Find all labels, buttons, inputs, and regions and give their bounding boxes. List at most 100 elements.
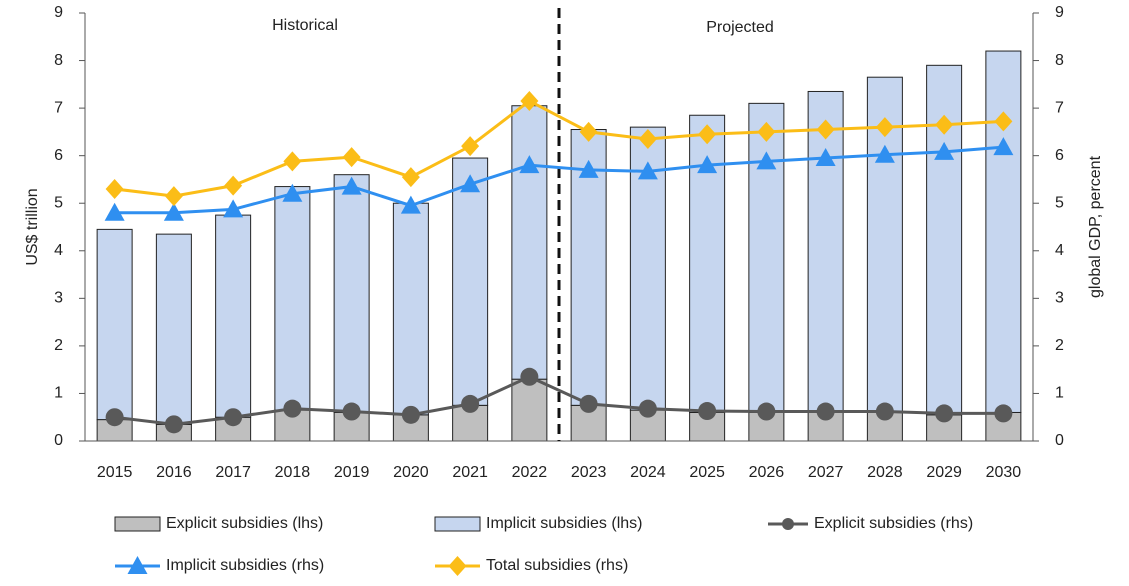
marker [994, 404, 1013, 423]
marker [224, 175, 243, 196]
legend-marker [127, 556, 148, 574]
marker [935, 404, 954, 423]
marker [341, 176, 362, 195]
x-tick-label: 2026 [749, 464, 785, 481]
marker [520, 90, 539, 111]
bar [155, 233, 192, 425]
marker [223, 199, 244, 218]
y2-tick-label: 7 [1055, 99, 1064, 116]
marker [401, 167, 420, 188]
marker [874, 144, 895, 163]
marker [283, 399, 302, 418]
y-tick-label: 2 [54, 337, 63, 354]
y2-tick-label: 8 [1055, 52, 1064, 69]
legend-marker [448, 556, 467, 576]
marker [579, 394, 598, 413]
marker [935, 114, 954, 135]
marker [816, 119, 835, 140]
x-tick-label: 2020 [393, 464, 429, 481]
marker [638, 129, 657, 150]
bar [392, 202, 429, 416]
marker [342, 147, 361, 168]
y-tick-label: 9 [54, 4, 63, 21]
legend-marker [782, 518, 794, 530]
x-tick-label: 2017 [215, 464, 251, 481]
x-tick-label: 2022 [512, 464, 548, 481]
bar [807, 90, 844, 413]
y2-tick-label: 9 [1055, 4, 1064, 21]
bar [985, 50, 1022, 413]
line [114, 99, 1004, 198]
marker [105, 408, 124, 427]
marker [698, 124, 717, 145]
y2-tick-label: 3 [1055, 290, 1064, 307]
marker [164, 186, 183, 207]
marker [401, 405, 420, 424]
y-tick-label: 4 [54, 242, 63, 259]
annotation: Historical [272, 17, 338, 34]
legend-label: Explicit subsidies (rhs) [814, 515, 973, 532]
y2-axis-label: global GDP, percent [1087, 155, 1104, 298]
x-tick-label: 2021 [452, 464, 488, 481]
marker [519, 155, 540, 174]
bar [511, 378, 548, 442]
y-tick-label: 1 [54, 385, 63, 402]
marker [283, 151, 302, 172]
y2-tick-label: 6 [1055, 147, 1064, 164]
y2-tick-label: 2 [1055, 337, 1064, 354]
marker [578, 159, 599, 178]
y2-tick-label: 5 [1055, 194, 1064, 211]
marker [875, 117, 894, 138]
x-tick-label: 2030 [986, 464, 1022, 481]
marker [164, 415, 183, 434]
legend-label: Total subsidies (rhs) [486, 557, 628, 574]
marker [105, 178, 124, 199]
y-tick-label: 3 [54, 290, 63, 307]
x-tick-label: 2015 [97, 464, 133, 481]
bar [96, 228, 133, 421]
bar [274, 186, 311, 411]
y2-tick-label: 4 [1055, 242, 1064, 259]
marker [698, 402, 717, 421]
x-tick-label: 2027 [808, 464, 844, 481]
x-tick-label: 2024 [630, 464, 666, 481]
marker [757, 402, 776, 421]
marker [400, 195, 421, 214]
marker [520, 367, 539, 386]
bar [748, 102, 785, 413]
bar [452, 157, 489, 406]
marker [342, 402, 361, 421]
x-tick-label: 2016 [156, 464, 192, 481]
y-tick-label: 6 [54, 147, 63, 164]
marker [994, 111, 1013, 132]
marker [815, 148, 836, 167]
y-tick-label: 7 [54, 99, 63, 116]
marker [460, 174, 481, 193]
marker [875, 402, 894, 421]
marker [756, 151, 777, 170]
marker [993, 137, 1014, 156]
legend-label: Implicit subsidies (rhs) [166, 557, 324, 574]
marker [104, 202, 125, 221]
marker [757, 121, 776, 142]
marker [461, 136, 480, 157]
y2-tick-label: 0 [1055, 432, 1064, 449]
marker [163, 202, 184, 221]
bar [215, 214, 252, 418]
x-tick-label: 2025 [689, 464, 725, 481]
legend-label: Implicit subsidies (lhs) [486, 515, 642, 532]
y-tick-label: 0 [54, 432, 63, 449]
y-axis-label: US$ trillion [24, 188, 41, 265]
legend-label: Explicit subsidies (lhs) [166, 515, 323, 532]
bar [333, 174, 370, 413]
marker [816, 402, 835, 421]
marker [282, 183, 303, 202]
marker [224, 408, 243, 427]
marker [934, 141, 955, 160]
marker [461, 394, 480, 413]
legend-swatch [114, 516, 161, 532]
x-tick-label: 2018 [275, 464, 311, 481]
legend-swatch [434, 516, 481, 532]
line [114, 375, 1004, 426]
marker [638, 399, 657, 418]
